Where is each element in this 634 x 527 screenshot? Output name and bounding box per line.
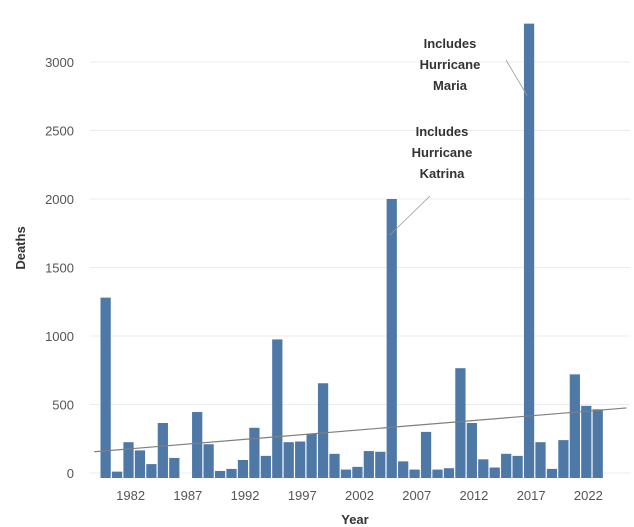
annotation-text: Includes [416,124,469,139]
y-tick-label: 0 [67,466,74,481]
bar-1982 [123,442,134,478]
annotations: Includes Hurricane Katrina Includes Hurrican… [389,36,528,236]
annotation-text: Hurricane [420,57,481,72]
y-tick-label: 2000 [45,192,74,207]
bar-2015 [501,453,512,478]
bar-2007 [409,469,420,478]
bar-2000 [329,453,340,478]
bar-2023 [592,409,603,478]
trend-line [94,407,627,453]
bar-2011 [455,368,466,478]
y-axis-title: Deaths [13,226,28,269]
x-tick-label: 2012 [459,488,488,503]
bar-1981 [111,471,123,478]
bar-1985 [157,422,168,478]
x-axis-title: Year [341,512,368,527]
bars [100,23,603,478]
bar-2002 [352,466,363,478]
annotation-text: Maria [433,78,468,93]
bar-1997 [295,441,306,478]
bar-1999 [317,383,329,478]
bar-2008 [420,431,432,478]
bar-2009 [432,469,443,478]
bar-1992 [237,459,249,478]
x-tick-label: 2022 [574,488,603,503]
bar-2017 [523,23,535,478]
gridlines [90,61,630,474]
bar-2013 [478,459,489,478]
bar-1989 [203,444,214,478]
bar-1984 [146,464,157,478]
y-tick-label: 500 [52,398,74,413]
annotation-connector [505,59,528,96]
bar-1988 [192,412,203,478]
x-tick-label: 2007 [402,488,431,503]
bar-1998 [306,433,317,478]
bar-2019 [546,468,558,478]
x-tick-label: 2017 [517,488,546,503]
bar-2005 [386,199,397,478]
bar-2012 [466,422,477,478]
bar-1996 [283,442,294,478]
bar-2001 [340,469,352,478]
bar-2020 [558,440,569,478]
bar-2006 [398,461,409,478]
x-tick-label: 1987 [173,488,202,503]
bar-2004 [375,451,386,478]
bar-2014 [489,467,500,478]
annotation-text: Hurricane [412,145,473,160]
bar-1993 [249,427,260,478]
bar-2010 [443,468,455,478]
y-tick-label: 3000 [45,55,74,70]
x-tick-label: 1992 [231,488,260,503]
bar-1991 [226,468,237,478]
x-axis-ticks: 1982 1987 1992 1997 2002 2007 2012 2017 2022 [116,488,603,503]
x-tick-label: 1982 [116,488,145,503]
y-tick-label: 2500 [45,124,74,139]
bar-1983 [134,450,146,478]
bar-1990 [214,470,226,478]
bar-2018 [535,442,546,478]
bar-1980 [100,297,111,478]
bar-1994 [260,455,271,478]
annotation-connector [389,195,431,236]
bar-2016 [512,455,523,478]
x-tick-label: 1997 [288,488,317,503]
bar-1995 [272,339,283,478]
bar-2022 [581,405,592,478]
trend-line-group [94,407,627,453]
annotation-text: Katrina [420,166,466,181]
y-tick-label: 1000 [45,329,74,344]
bar-1986 [169,457,180,478]
x-tick-label: 2002 [345,488,374,503]
bar-2003 [363,451,374,478]
bar-2021 [569,374,580,478]
y-axis-ticks: 0 500 1000 1500 2000 2500 3000 [45,55,74,481]
annotation-text: Includes [424,36,477,51]
y-tick-label: 1500 [45,261,74,276]
